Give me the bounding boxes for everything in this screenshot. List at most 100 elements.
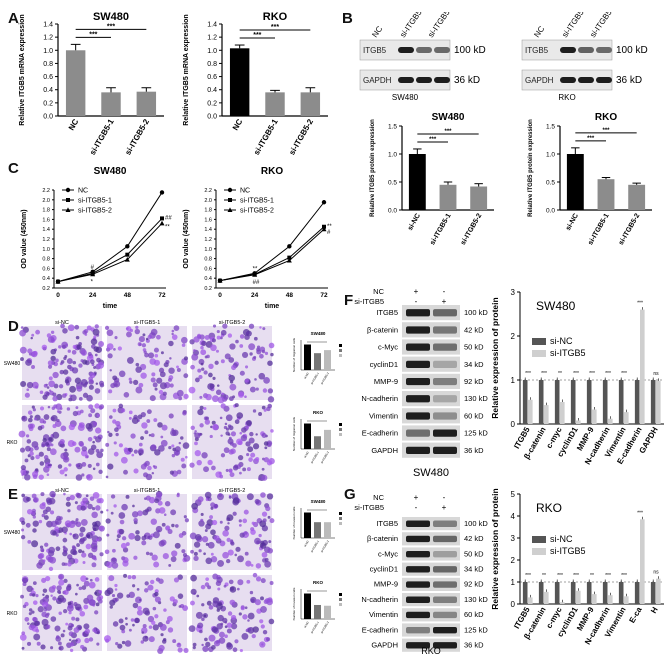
cell-dot bbox=[120, 456, 128, 464]
cell-dot bbox=[108, 575, 115, 582]
data-point bbox=[65, 207, 71, 212]
column-label: si-NC bbox=[55, 320, 69, 326]
cell-dot bbox=[74, 501, 78, 505]
x-tick-label: 0 bbox=[218, 292, 222, 299]
cell-dot bbox=[210, 425, 213, 429]
cell-dot bbox=[95, 538, 100, 542]
mini-bar bbox=[324, 605, 331, 619]
y-tick-label: 1 bbox=[511, 376, 516, 385]
y-tick-label: 0.2 bbox=[204, 286, 212, 292]
cell-dot bbox=[69, 648, 74, 653]
cell-dot bbox=[129, 380, 133, 384]
protein-label: ITGB5 bbox=[525, 46, 549, 55]
cell-dot bbox=[66, 496, 71, 502]
cell-dot bbox=[98, 589, 103, 594]
cell-dot bbox=[132, 623, 135, 627]
cell-dot bbox=[38, 451, 44, 457]
cell-dot bbox=[69, 532, 73, 536]
blot-band bbox=[406, 642, 430, 649]
sig-label: *** bbox=[89, 31, 97, 38]
cell-dot bbox=[85, 577, 89, 581]
cell-dot bbox=[29, 451, 34, 456]
legend-label: si-ITGB5-2 bbox=[240, 208, 274, 215]
chart-title: RKO bbox=[536, 501, 562, 515]
cell-dot bbox=[80, 575, 87, 582]
cell-dot bbox=[250, 596, 257, 604]
cell-dot bbox=[131, 453, 135, 457]
cell-dot bbox=[113, 347, 116, 351]
mini-y-label: Number of invasion cells bbox=[292, 587, 296, 620]
cell-dot bbox=[205, 416, 210, 421]
cell-dot bbox=[47, 405, 51, 409]
cell-dot bbox=[99, 552, 104, 557]
mini-chart-title: RKO bbox=[313, 580, 323, 585]
cell-dot bbox=[107, 463, 114, 470]
bar bbox=[656, 578, 661, 604]
cell-dot bbox=[52, 596, 57, 601]
blot-band bbox=[433, 377, 457, 386]
cell-dot bbox=[25, 522, 31, 528]
cell-dot bbox=[154, 449, 161, 456]
cell-dot bbox=[81, 585, 87, 590]
cell-dot bbox=[106, 587, 114, 595]
cell-dot bbox=[89, 359, 95, 365]
protein-label: ITGB5 bbox=[376, 308, 398, 317]
cell-dot bbox=[36, 562, 43, 569]
blot-strip bbox=[402, 322, 460, 338]
x-axis-label: time bbox=[103, 303, 118, 310]
cell-dot bbox=[137, 510, 143, 517]
cell-dot bbox=[260, 578, 266, 584]
cell-dot bbox=[248, 437, 255, 444]
annotation: * bbox=[91, 279, 94, 285]
cell-dot bbox=[95, 448, 100, 453]
kd-label: 34 kD bbox=[464, 564, 484, 573]
cell-dot bbox=[252, 572, 258, 578]
cell-dot bbox=[143, 472, 149, 478]
cell-dot bbox=[117, 643, 123, 649]
data-point bbox=[252, 272, 258, 277]
cell-dot bbox=[207, 541, 215, 549]
cell-dot bbox=[141, 631, 145, 634]
cell-dot bbox=[52, 431, 60, 439]
y-tick-label: 1.6 bbox=[42, 217, 50, 223]
cell-dot bbox=[148, 433, 152, 437]
cell-dot bbox=[268, 540, 272, 544]
cell-dot bbox=[28, 608, 33, 612]
y-tick-label: 3 bbox=[511, 534, 516, 543]
cell-dot bbox=[73, 627, 80, 633]
cell-dot bbox=[59, 369, 65, 375]
y-tick-label: 0.6 bbox=[204, 266, 212, 272]
cell-dot bbox=[61, 562, 66, 566]
cell-dot bbox=[33, 417, 37, 421]
data-point bbox=[65, 187, 71, 193]
cell-dot bbox=[200, 349, 207, 356]
cell-dot bbox=[122, 557, 129, 564]
cell-dot bbox=[55, 635, 60, 639]
cell-dot bbox=[135, 325, 139, 329]
cell-dot bbox=[138, 336, 145, 343]
blot-band bbox=[578, 47, 594, 53]
cell-dot bbox=[223, 447, 230, 454]
cell-dot bbox=[61, 526, 68, 533]
bar bbox=[628, 184, 646, 210]
blot-band bbox=[406, 626, 430, 634]
cell-dot bbox=[60, 633, 65, 638]
cell-dot bbox=[227, 333, 233, 338]
cell-dot bbox=[63, 578, 68, 584]
protein-label: Vimentin bbox=[369, 411, 398, 420]
legend-label: si-ITGB5 bbox=[550, 348, 586, 358]
cell-dot bbox=[183, 356, 189, 361]
cell-dot bbox=[106, 533, 110, 537]
x-tick-label: si-ITGB5-1 bbox=[88, 117, 116, 157]
cell-dot bbox=[67, 601, 72, 606]
cell-dot bbox=[64, 520, 72, 528]
cell-dot bbox=[147, 334, 153, 340]
cell-dot bbox=[193, 592, 196, 595]
x-tick-label: si-NC bbox=[407, 213, 422, 232]
cell-dot bbox=[95, 602, 100, 607]
cell-dot bbox=[197, 368, 202, 373]
cell-dot bbox=[98, 497, 104, 504]
sig-label: ns bbox=[653, 570, 659, 576]
cell-dot bbox=[32, 581, 37, 585]
cell-dot bbox=[26, 508, 33, 515]
